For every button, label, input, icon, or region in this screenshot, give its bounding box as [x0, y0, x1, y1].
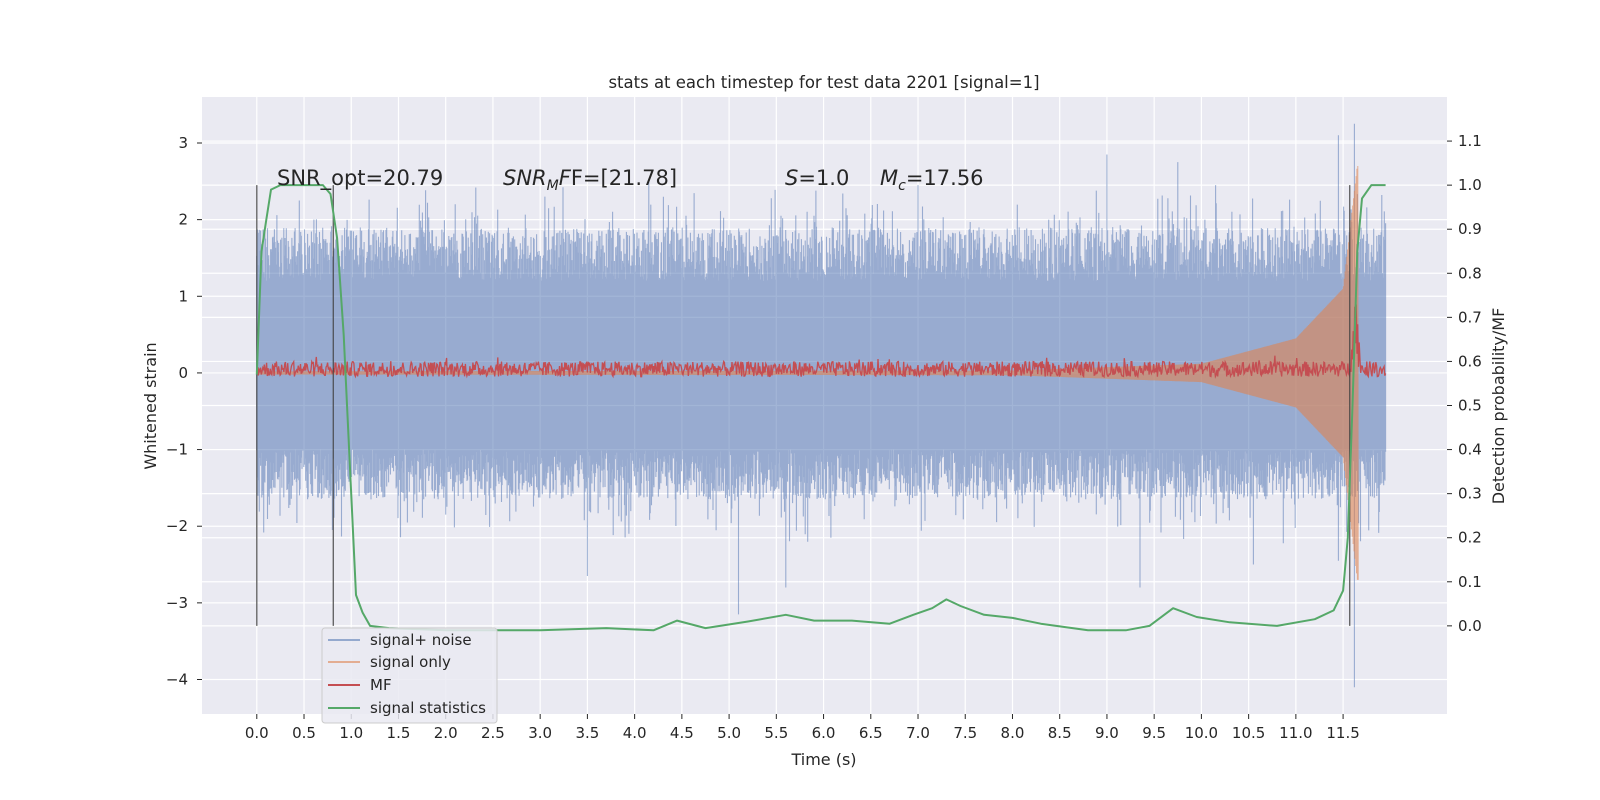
x-tick-label: 1.5: [387, 724, 411, 742]
y-tick-label: −1: [166, 441, 188, 459]
y2-ticks: 1.1 1.0 0.9 0.8 0.7 0.6 0.5 0.4 0.3 0.2 0.1 0.0: [1447, 132, 1482, 635]
y2-tick-label: 0.8: [1458, 264, 1482, 282]
x-tick-label: 8.5: [1048, 724, 1072, 742]
y2-tick-label: 1.1: [1458, 132, 1482, 150]
x-tick-label: 9.5: [1142, 724, 1166, 742]
y2-tick-label: 0.7: [1458, 308, 1482, 326]
legend-label-signal-statistics: signal statistics: [370, 699, 486, 717]
x-tick-label: 3.5: [575, 724, 599, 742]
snr-mf-rest: F=[21.78]: [571, 166, 677, 190]
y-tick-label: −4: [166, 671, 188, 689]
x-tick-label: 0.5: [292, 724, 316, 742]
annotation-snr-opt: SNR_opt=20.79: [277, 166, 443, 191]
x-tick-label: 1.0: [339, 724, 363, 742]
legend-box: [321, 627, 498, 724]
x-tick-label: 2.5: [481, 724, 505, 742]
mf-trace: [256, 304, 1387, 379]
y2-tick-label: 0.5: [1458, 397, 1482, 415]
x-tick-label: 8.0: [1001, 724, 1025, 742]
legend-label-signal-only: signal only: [370, 653, 451, 671]
x-tick-label: 10.5: [1232, 724, 1265, 742]
y2-tick-label: 0.1: [1458, 573, 1482, 591]
annotation-s: S=1.0: [785, 166, 849, 190]
legend-label-signal-noise: signal+ noise: [370, 631, 472, 649]
x-tick-label: 6.0: [812, 724, 836, 742]
s-val: =1.0: [798, 166, 849, 190]
snr-mf-sub: M: [547, 178, 559, 194]
mc-sub: c: [898, 178, 906, 194]
vertical-lines: [256, 185, 1351, 626]
y-tick-label: −3: [166, 594, 188, 612]
x-ticks: 0.0 0.5 1.0 1.5 2.0 2.5 3.0 3.5 4.0 4.5 5.0 5.5 6.0 6…: [245, 714, 1360, 742]
s-sym: S: [785, 166, 798, 190]
mc-sym: M: [880, 166, 898, 190]
annotation-mc: Mc=17.56: [880, 166, 984, 194]
x-tick-label: 9.0: [1095, 724, 1119, 742]
y2-tick-label: 1.0: [1458, 176, 1482, 194]
y2-axis-label: Detection probability/MF: [1489, 308, 1508, 505]
chart-title: stats at each timestep for test data 220…: [608, 73, 1039, 92]
y-tick-label: −2: [166, 517, 188, 535]
x-tick-label: 6.5: [859, 724, 883, 742]
y2-tick-label: 0.4: [1458, 441, 1482, 459]
y-tick-label: 1: [178, 287, 188, 305]
x-tick-label: 10.0: [1185, 724, 1218, 742]
snr-mf-base: SNR: [503, 166, 547, 190]
x-tick-label: 11.5: [1326, 724, 1359, 742]
legend: signal+ noise signal only MF signal stat…: [321, 627, 498, 724]
signal-statistics-trace: [255, 184, 1386, 632]
x-tick-label: 11.0: [1279, 724, 1312, 742]
x-tick-label: 4.5: [670, 724, 694, 742]
x-tick-label: 2.0: [434, 724, 458, 742]
x-axis-label: Time (s): [790, 750, 856, 769]
x-tick-label: 7.5: [953, 724, 977, 742]
snr-mf-italic-f: F: [559, 166, 572, 190]
annotation-snr-mf: SNRMFF=[21.78]: [503, 166, 677, 194]
y-tick-label: 0: [178, 364, 188, 382]
x-tick-label: 0.0: [245, 724, 269, 742]
series-signal-statistics: [255, 184, 1386, 632]
y-axis-label: Whitened strain: [141, 342, 160, 469]
y2-tick-label: 0.2: [1458, 529, 1482, 547]
x-tick-label: 7.0: [906, 724, 930, 742]
y2-tick-label: 0.3: [1458, 485, 1482, 503]
y-tick-label: 3: [178, 134, 188, 152]
x-tick-label: 5.5: [764, 724, 788, 742]
series-mf: [256, 304, 1387, 379]
y-tick-label: 2: [178, 211, 188, 229]
mc-val: =17.56: [906, 166, 984, 190]
y2-tick-label: 0.6: [1458, 352, 1482, 370]
legend-label-mf: MF: [370, 676, 392, 694]
y2-tick-label: 0.0: [1458, 617, 1482, 635]
y-ticks: 3 2 1 0 −1 −2 −3 −4: [166, 134, 202, 689]
y2-tick-label: 0.9: [1458, 220, 1482, 238]
x-tick-label: 4.0: [623, 724, 647, 742]
x-tick-label: 3.0: [528, 724, 552, 742]
x-tick-label: 5.0: [717, 724, 741, 742]
